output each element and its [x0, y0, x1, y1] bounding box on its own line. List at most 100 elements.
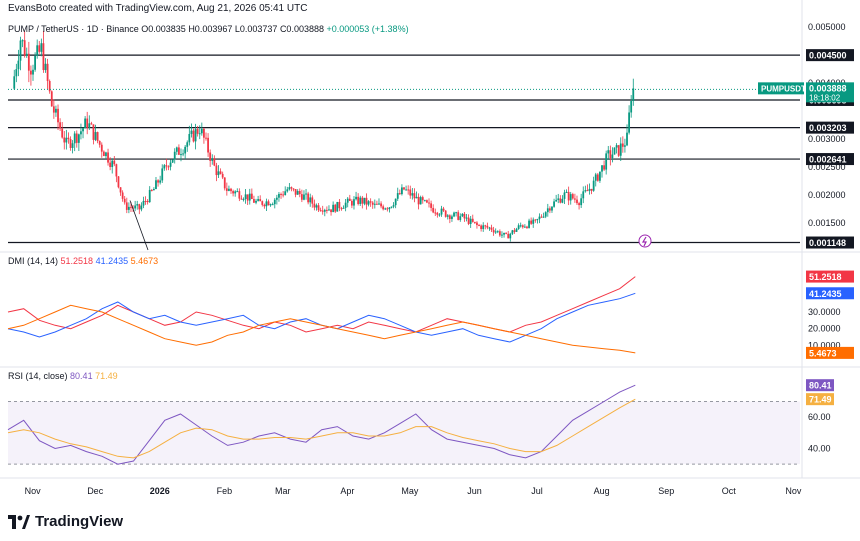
- candle-body: [65, 137, 68, 143]
- candle-body: [551, 206, 553, 211]
- dmi-value-label: 41.2435: [809, 289, 842, 299]
- candle-body: [148, 189, 151, 203]
- candle-body: [182, 153, 184, 155]
- candle-body: [80, 131, 82, 135]
- candle-body: [52, 106, 55, 113]
- candle-body: [596, 174, 599, 181]
- rsi-value: 80.41: [70, 371, 93, 381]
- candle-body: [617, 145, 620, 156]
- candle-body: [580, 198, 583, 206]
- candle-body: [248, 193, 251, 201]
- candle-body: [350, 200, 353, 206]
- candle-body: [490, 227, 493, 230]
- candle-body: [250, 193, 253, 200]
- dmi-line: [7, 292, 636, 343]
- candle-body: [73, 133, 76, 144]
- dmi-line: [7, 304, 636, 354]
- candle-body: [363, 197, 366, 204]
- candle-body: [565, 191, 568, 193]
- candle-body: [173, 151, 176, 160]
- candle-body: [152, 189, 155, 191]
- candle-body: [30, 70, 32, 75]
- candle-body: [305, 193, 307, 195]
- dmi-tick-label: 30.0000: [808, 307, 841, 317]
- candle-body: [317, 205, 320, 211]
- ohlc-legend: PUMP / TetherUS · 1D · Binance O0.003835…: [8, 24, 409, 34]
- candle-body: [557, 198, 560, 200]
- candle-body: [282, 194, 285, 196]
- candle-body: [92, 124, 95, 140]
- candle-body: [571, 194, 574, 199]
- rsi-name[interactable]: RSI (14, close): [8, 371, 68, 381]
- dmi-name[interactable]: DMI (14, 14): [8, 256, 59, 266]
- candle-body: [96, 132, 99, 141]
- tradingview-logo[interactable]: TradingView: [8, 513, 123, 530]
- candle-body: [284, 191, 287, 196]
- candle-body: [23, 40, 26, 56]
- candle-body: [265, 201, 268, 207]
- candle-body: [238, 191, 241, 199]
- candle-body: [592, 180, 595, 191]
- time-tick-label: Nov: [25, 486, 42, 496]
- symbol-label[interactable]: PUMP / TetherUS · 1D · Binance: [8, 24, 139, 34]
- candle-body: [413, 193, 416, 199]
- rsi-ma-value: 71.49: [95, 371, 118, 381]
- candle-body: [90, 123, 93, 125]
- rsi-value-tag: [806, 393, 834, 406]
- candle-body: [396, 193, 399, 199]
- candle-body: [346, 198, 349, 203]
- bar-countdown: 18:18:02: [809, 93, 841, 102]
- rsi-legend: RSI (14, close) 80.41 71.49: [8, 371, 118, 381]
- adx-value: 5.4673: [130, 256, 159, 266]
- candle-body: [211, 158, 214, 161]
- candle-body: [448, 215, 451, 219]
- candle-body: [578, 203, 580, 206]
- candle-body: [348, 198, 351, 201]
- candle-body: [278, 193, 280, 198]
- time-tick-label: Oct: [722, 486, 737, 496]
- level-price-label: 0.001148: [809, 238, 846, 248]
- candle-body: [498, 231, 501, 236]
- candle-body: [178, 147, 180, 155]
- open-value: O0.003835: [141, 24, 186, 34]
- candle-body: [390, 206, 393, 208]
- candle-body: [105, 152, 107, 157]
- candle-body: [407, 189, 410, 191]
- candle-body: [382, 206, 385, 210]
- candle-body: [275, 197, 278, 200]
- candle-body: [411, 193, 414, 196]
- time-tick-label: Dec: [87, 486, 104, 496]
- candle-body: [157, 180, 159, 183]
- candle-body: [453, 212, 455, 217]
- candle-body: [336, 201, 339, 212]
- candle-body: [486, 225, 489, 228]
- candle-body: [232, 191, 234, 194]
- candle-body: [344, 202, 347, 208]
- candle-body: [603, 165, 605, 170]
- candle-body: [523, 226, 526, 228]
- candle-body: [340, 208, 343, 210]
- candle-body: [107, 152, 109, 163]
- candle-body: [94, 132, 97, 140]
- candle-body: [428, 202, 430, 204]
- last-price-label: 0.003888: [809, 83, 847, 93]
- candle-body: [46, 63, 49, 82]
- candle-body: [84, 118, 87, 129]
- candle-body: [386, 208, 389, 210]
- candle-body: [32, 69, 34, 75]
- candle-body: [355, 196, 357, 200]
- candle-body: [115, 164, 118, 177]
- dmi-value-label: 5.4673: [809, 348, 837, 358]
- candle-body: [36, 45, 39, 56]
- candle-body: [225, 188, 228, 191]
- candle-body: [519, 225, 522, 227]
- rsi-tick-label: 60.00: [808, 412, 831, 422]
- candle-body: [451, 216, 453, 219]
- minus-di-value: 41.2435: [95, 256, 129, 266]
- candle-body: [113, 160, 116, 165]
- candle-body: [463, 213, 466, 219]
- candle-body: [567, 191, 570, 201]
- candle-body: [632, 88, 635, 102]
- candle-body: [63, 137, 66, 143]
- candle-body: [430, 203, 432, 208]
